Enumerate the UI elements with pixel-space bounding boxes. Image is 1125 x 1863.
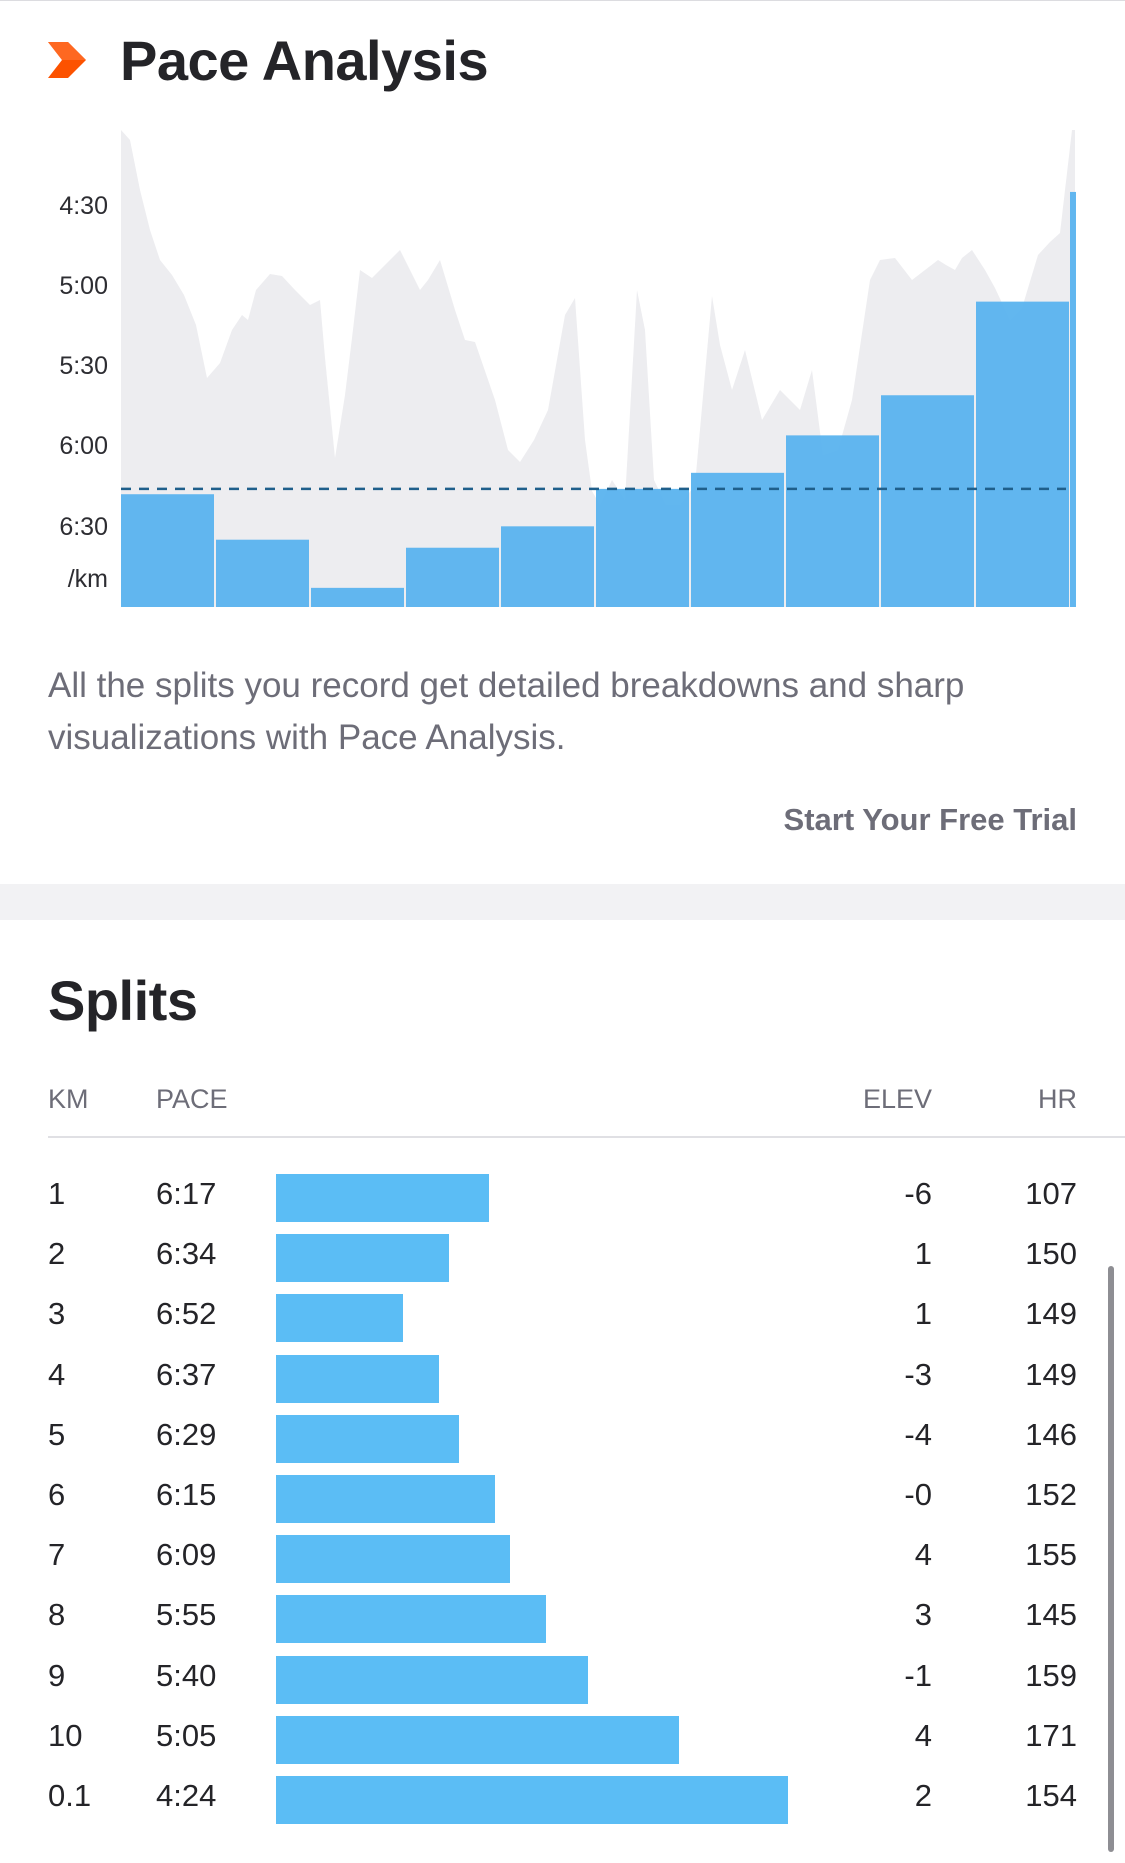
- page-title: Pace Analysis: [120, 28, 489, 92]
- chart-bar: [691, 472, 784, 607]
- chart-bar: [311, 587, 404, 607]
- chart-bar: [976, 301, 1069, 607]
- split-elev: 1: [914, 1296, 932, 1332]
- split-pace: 6:17: [156, 1176, 217, 1211]
- split-pace: 6:09: [156, 1537, 217, 1573]
- split-km: 1: [48, 1176, 66, 1211]
- split-pace: 6:52: [156, 1296, 217, 1332]
- split-pace-bar: [276, 1294, 403, 1343]
- split-hr: 145: [1025, 1597, 1077, 1633]
- split-elev: -6: [904, 1176, 932, 1211]
- start-free-trial-button[interactable]: Start Your Free Trial: [783, 802, 1077, 837]
- table-row: 1 6:17 -6 107: [0, 1166, 1125, 1226]
- table-row: 10 5:05 4 171: [0, 1708, 1125, 1768]
- split-hr: 171: [1025, 1717, 1077, 1753]
- y-tick-label: 5:30: [59, 352, 108, 380]
- pace-analysis-description: All the splits you record get detailed b…: [48, 666, 965, 757]
- table-row: 4 6:37 -3 149: [0, 1347, 1125, 1407]
- table-divider: [48, 1136, 1125, 1138]
- table-row: 6 6:15 -0 152: [0, 1467, 1125, 1527]
- split-elev: -4: [904, 1416, 932, 1452]
- split-hr: 150: [1025, 1236, 1077, 1272]
- y-tick-label: 4:30: [59, 192, 108, 220]
- y-tick-label: 5:00: [59, 272, 108, 300]
- column-header-hr: HR: [1038, 1084, 1077, 1114]
- column-header-elev: ELEV: [862, 1084, 932, 1114]
- chevron-right-icon: [48, 42, 86, 78]
- table-row: 8 5:55 3 145: [0, 1587, 1125, 1647]
- split-elev: 4: [914, 1537, 932, 1573]
- split-pace: 5:55: [156, 1597, 217, 1633]
- split-elev: -0: [904, 1477, 932, 1512]
- split-km: 9: [48, 1657, 66, 1693]
- split-pace-bar: [276, 1715, 679, 1764]
- split-pace-bar: [276, 1655, 588, 1704]
- split-pace: 6:34: [156, 1236, 217, 1272]
- split-km: 10: [48, 1717, 83, 1753]
- chart-bar: [216, 539, 309, 607]
- split-pace-bar: [276, 1475, 495, 1523]
- y-tick-label: 6:30: [59, 513, 108, 541]
- table-row: 2 6:34 1 150: [0, 1226, 1125, 1286]
- split-pace-bar: [276, 1414, 459, 1463]
- split-km: 0.1: [48, 1778, 92, 1813]
- y-axis-unit: /km: [67, 565, 108, 593]
- split-km: 5: [48, 1416, 66, 1452]
- split-km: 6: [48, 1477, 66, 1512]
- split-hr: 146: [1025, 1416, 1077, 1452]
- split-elev: 2: [914, 1778, 932, 1813]
- split-hr: 149: [1025, 1356, 1077, 1392]
- chart-bar: [1070, 191, 1076, 607]
- split-km: 4: [48, 1356, 66, 1392]
- chart-bar: [596, 488, 689, 607]
- pace-analysis-header: Pace Analysis: [48, 20, 489, 100]
- chart-bar: [501, 526, 594, 607]
- split-elev: -1: [904, 1657, 932, 1693]
- table-row: 5 6:29 -4 146: [0, 1407, 1125, 1467]
- split-pace: 5:05: [156, 1717, 217, 1753]
- split-pace-bar: [276, 1234, 449, 1283]
- split-pace: 6:15: [156, 1477, 217, 1512]
- column-header-pace: PACE: [156, 1084, 228, 1114]
- split-km: 7: [48, 1537, 66, 1573]
- split-elev: -3: [904, 1356, 932, 1392]
- scrollbar[interactable]: [1108, 1266, 1114, 1852]
- split-hr: 155: [1025, 1537, 1077, 1573]
- chart-bar: [406, 547, 499, 607]
- split-pace-bar: [276, 1354, 439, 1403]
- y-tick-label: 6:00: [59, 432, 108, 460]
- table-row: 7 6:09 4 155: [0, 1527, 1125, 1587]
- split-km: 8: [48, 1597, 66, 1633]
- chart-bar: [121, 494, 214, 607]
- split-km: 3: [48, 1296, 66, 1332]
- chart-bar: [786, 435, 879, 607]
- split-pace: 6:29: [156, 1416, 217, 1452]
- split-pace-bar: [276, 1595, 546, 1644]
- split-hr: 107: [1025, 1176, 1077, 1211]
- column-header-km: KM: [48, 1084, 89, 1114]
- table-row: 9 5:40 -1 159: [0, 1648, 1125, 1708]
- split-pace-bar: [276, 1535, 510, 1584]
- table-row: 3 6:52 1 149: [0, 1286, 1125, 1346]
- table-row: 0.1 4:24 2 154: [0, 1768, 1125, 1828]
- pace-chart: 4:30 5:00 5:30 6:00 6:30 /km: [0, 120, 1125, 620]
- top-divider: [0, 0, 1125, 1]
- split-pace: 4:24: [156, 1778, 217, 1813]
- split-pace: 5:40: [156, 1657, 217, 1693]
- split-hr: 159: [1025, 1657, 1077, 1693]
- chart-bar: [881, 395, 974, 607]
- split-hr: 154: [1025, 1778, 1077, 1813]
- split-km: 2: [48, 1236, 66, 1272]
- splits-title: Splits: [48, 969, 198, 1032]
- split-elev: 1: [914, 1236, 932, 1272]
- split-hr: 152: [1025, 1477, 1077, 1512]
- split-elev: 4: [914, 1717, 932, 1753]
- split-pace-bar: [276, 1776, 788, 1824]
- split-hr: 149: [1025, 1296, 1077, 1332]
- section-separator: [0, 884, 1125, 920]
- split-pace: 6:37: [156, 1356, 217, 1392]
- split-elev: 3: [914, 1597, 932, 1633]
- pace-chart-plot: [121, 130, 1076, 607]
- split-pace-bar: [276, 1174, 489, 1222]
